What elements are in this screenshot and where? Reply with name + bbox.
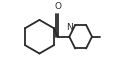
Text: N: N (66, 23, 73, 32)
Text: O: O (54, 2, 61, 11)
